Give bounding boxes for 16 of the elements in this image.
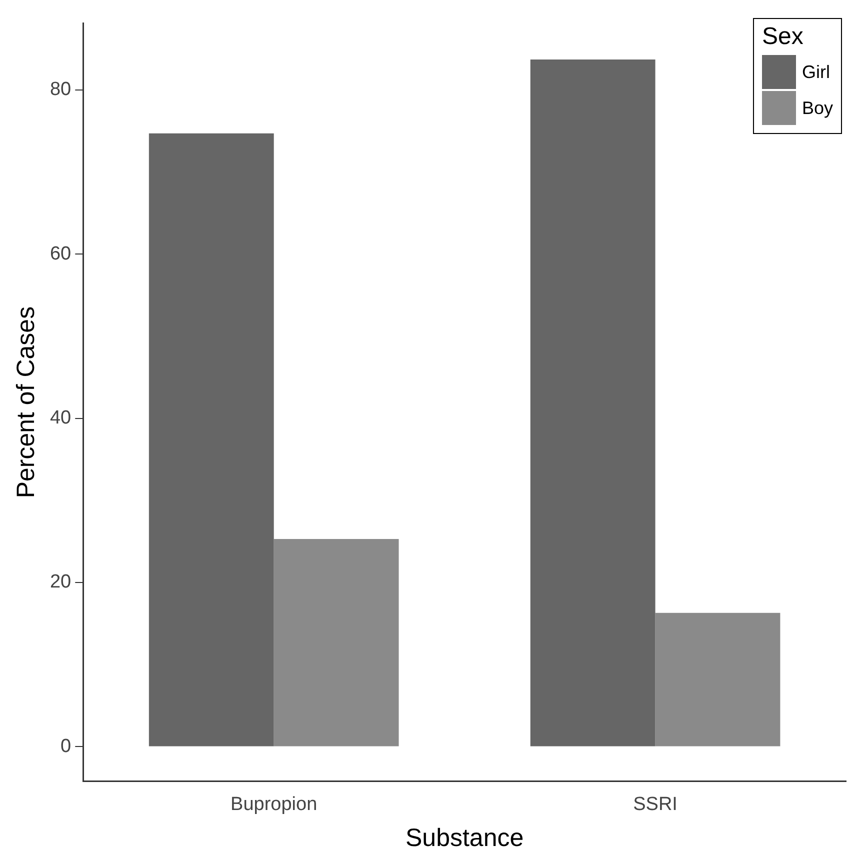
x-tick-label: SSRI bbox=[633, 794, 678, 815]
y-tick-label: 20 bbox=[50, 572, 72, 593]
x-tick-label: Bupropion bbox=[230, 794, 318, 815]
bar bbox=[655, 612, 780, 746]
legend-label: Boy bbox=[802, 98, 833, 118]
legend-label: Girl bbox=[802, 62, 830, 82]
y-tick-label: 60 bbox=[50, 243, 72, 264]
y-tick-label: 80 bbox=[50, 79, 72, 100]
bar bbox=[274, 539, 399, 746]
y-axis-title: Percent of Cases bbox=[12, 306, 40, 498]
y-tick-label: 40 bbox=[50, 408, 72, 429]
bar bbox=[530, 60, 656, 746]
x-axis-title: Substance bbox=[405, 824, 524, 852]
bar bbox=[148, 133, 274, 746]
legend-title: Sex bbox=[762, 23, 804, 51]
y-tick-label: 0 bbox=[60, 736, 72, 757]
